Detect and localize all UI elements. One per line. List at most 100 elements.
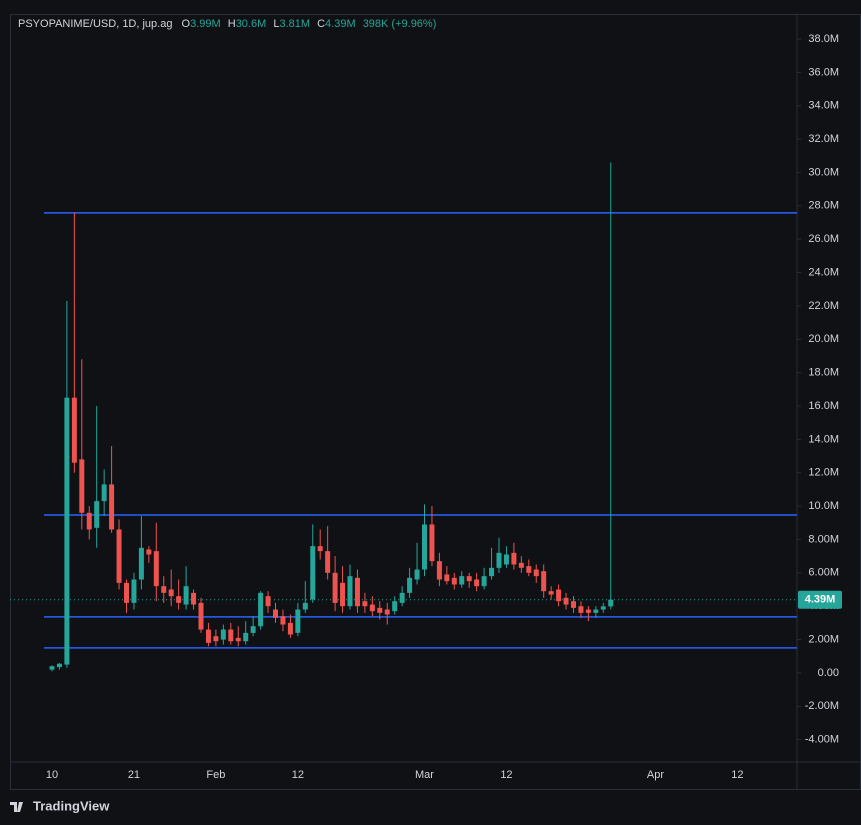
candle-body [407,577,413,593]
candle-body [273,609,278,618]
y-tick-label: 0.00 [818,667,839,679]
candle-body [377,607,383,613]
logo-icon [10,802,23,812]
candle-body [489,567,495,577]
candle-body [198,602,204,630]
candle-body [49,666,55,670]
candle-body [124,582,129,603]
change: 398K (+9.96%) [363,18,437,30]
y-tick-label: 12.0M [808,467,839,479]
candle-body [302,602,308,610]
y-tick-label: 2.00M [808,633,839,645]
candle-body [496,552,502,568]
y-tick-label: 16.0M [808,400,839,412]
x-tick-label: Feb [206,769,225,781]
candle-body [608,599,614,607]
value: 3.99M [190,18,221,30]
candle-body [556,589,562,602]
value: 4.39M [325,18,356,30]
candle-body [295,609,301,633]
candle-body [332,572,338,603]
candle-body [146,549,152,555]
y-tick-label: 22.0M [808,300,839,312]
candle-body [287,622,293,635]
candle-body [317,546,323,552]
candle-body [354,577,360,607]
candle-body [116,529,122,583]
value: 30.6M [236,18,267,30]
candle-body [228,629,234,642]
candle-body [436,561,442,580]
candle-body [481,576,487,587]
candle-body [176,596,182,603]
candle-body [414,569,420,580]
y-tick-label: 20.0M [808,333,839,345]
logo: TradingView [10,798,110,813]
y-tick-label: 38.0M [808,33,839,45]
candle-body [503,554,509,565]
legend: PSYOPANIME/USD, 1D, jup.ag O3.99M H30.6M… [18,18,436,30]
y-tick-label: 34.0M [808,100,839,112]
candle-body [258,592,264,627]
candle-body [94,501,100,528]
candle-body [429,524,435,562]
candle-body [265,596,271,607]
candle-body [533,569,539,577]
candle-body [347,576,353,607]
candle-body [526,566,532,573]
y-tick-label: 28.0M [808,200,839,212]
candle-body [563,597,569,605]
candle-body [511,552,517,565]
candle-body [369,604,375,612]
x-tick-label: Mar [415,769,434,781]
candle-body [64,397,70,665]
candle-body [451,577,457,585]
symbol: PSYOPANIME/USD, 1D, jup.ag [18,18,172,30]
y-tick-label: 8.00M [808,533,839,545]
candle-body [109,484,115,530]
candle-body [600,606,606,610]
price-tag-label: 4.39M [805,594,836,606]
candle-body [183,586,189,605]
x-tick-label: 21 [128,769,140,781]
x-tick-label: 10 [46,769,58,781]
y-tick-label: 6.00M [808,567,839,579]
candle-body [459,576,465,585]
candle-body [578,606,584,613]
candle-body [310,546,316,600]
y-tick-label: 18.0M [808,367,839,379]
candle-body [585,609,591,613]
x-tick-label: 12 [731,769,743,781]
candle-body [466,576,472,582]
candle-body [444,574,450,582]
candle-body [384,609,390,615]
candle-body [399,592,405,603]
candle-body [168,589,174,597]
x-tick-label: Apr [647,769,664,781]
y-tick-label: 24.0M [808,266,839,278]
label: L [273,18,279,30]
candle-body [340,582,346,607]
label: O [182,18,191,30]
candle-body [161,586,167,593]
y-tick-label: -2.00M [805,700,839,712]
candle-body [79,459,85,513]
candle-body [280,616,286,625]
candle-body [213,636,219,642]
candle-body [541,571,547,592]
candle-body [205,629,211,643]
y-tick-label: 30.0M [808,166,839,178]
candle-body [422,524,427,570]
candle-body [71,397,77,463]
candle-body [571,601,576,608]
brand: TradingView [33,798,110,813]
candle-body [362,601,368,607]
x-tick-label: 12 [500,769,512,781]
y-tick-label: -4.00M [805,734,839,746]
candle-body [153,551,159,587]
y-tick-label: 32.0M [808,133,839,145]
candle-body [101,484,107,502]
label: H [228,18,236,30]
